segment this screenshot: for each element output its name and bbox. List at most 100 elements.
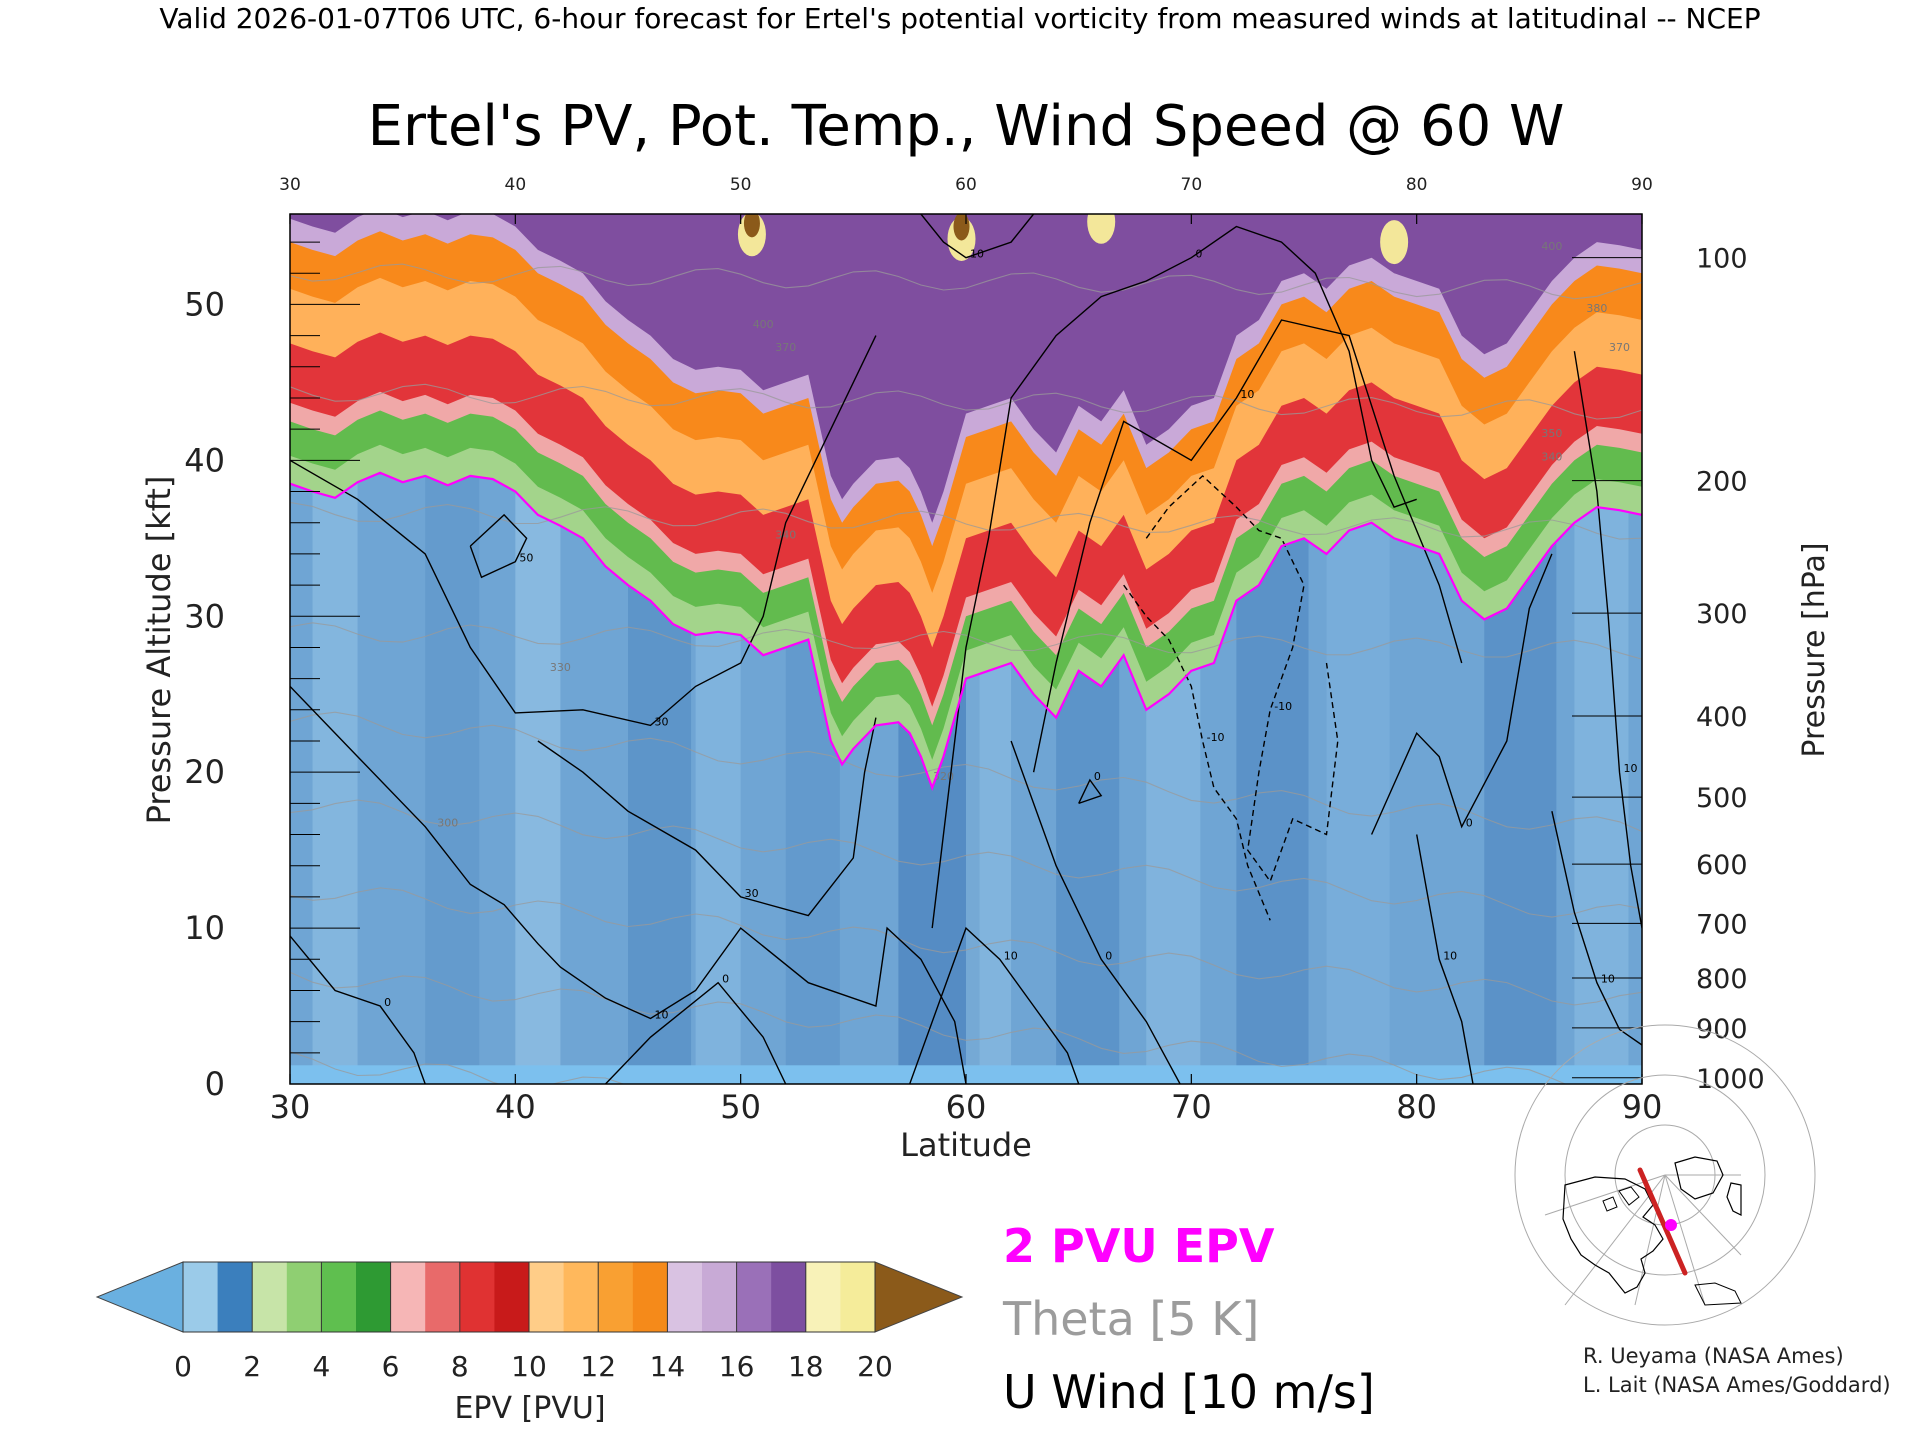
map-coastline-south — [1694, 1282, 1742, 1306]
wind-contour-label: 0 — [1195, 248, 1202, 261]
wind-contour — [469, 513, 528, 579]
colorbar-tick-label: 18 — [788, 1350, 824, 1383]
colorbar-tick-label: 20 — [857, 1350, 893, 1383]
colorbar-swatch — [252, 1262, 288, 1332]
pressure-tick-label: 400 — [1696, 702, 1748, 733]
theta-label: 300 — [437, 817, 458, 830]
theta-label: 400 — [753, 318, 774, 331]
x-tick-label: 30 — [270, 1088, 311, 1126]
colorbar-swatch — [425, 1262, 461, 1332]
legend-theta: Theta [5 K] — [1002, 1292, 1259, 1346]
wind-contour-label: 10 — [970, 248, 984, 261]
theta-label: 340 — [1541, 450, 1562, 463]
chart-title: Ertel's PV, Pot. Temp., Wind Speed @ 60 … — [368, 94, 1565, 159]
axes: 3030404050506060707080809090010203040501… — [184, 175, 1764, 1126]
wind-contour — [1370, 553, 1553, 835]
wind-contour — [290, 335, 877, 727]
map-meridian — [1664, 1174, 1742, 1256]
colorbar-tick-label: 14 — [650, 1350, 686, 1383]
wind-contour — [1416, 834, 1474, 1084]
colorbar-swatch — [459, 1262, 495, 1332]
colorbar-frame — [182, 1261, 876, 1333]
wind-contour — [1078, 778, 1103, 805]
colorbar-tick-label: 12 — [580, 1350, 616, 1383]
pressure-tick-label: 600 — [1696, 850, 1748, 881]
x-tick-label-top: 40 — [505, 175, 527, 195]
colorbar-swatch — [632, 1262, 668, 1332]
colorbar-swatch — [390, 1262, 426, 1332]
pv-field-band — [290, 214, 1642, 523]
wind-contour-label: 10 — [1443, 949, 1457, 962]
pressure-tick-label: 800 — [1696, 964, 1748, 995]
wind-contour-label: 0 — [1094, 770, 1101, 783]
wind-contour — [537, 717, 877, 917]
header-text: Valid 2026-01-07T06 UTC, 6-hour forecast… — [159, 2, 1760, 35]
pv-field-peak-blob — [743, 214, 760, 238]
wind-contour — [909, 926, 1080, 1084]
wind-contour — [290, 685, 967, 1084]
theta-isentrope — [290, 799, 1642, 918]
legend-pv: 2 PVU EPV — [1003, 1219, 1275, 1273]
y-tick-label: 20 — [184, 753, 225, 791]
pressure-tick-label: 300 — [1696, 599, 1748, 630]
x-axis-label: Latitude — [900, 1126, 1032, 1164]
colorbar-swatch — [805, 1262, 841, 1332]
colorbar-tick-label: 16 — [719, 1350, 755, 1383]
wind-contour — [604, 981, 787, 1084]
credit-line-2: L. Lait (NASA Ames/Goddard) — [1583, 1373, 1891, 1397]
map-graticule-mid — [1564, 1074, 1766, 1276]
colorbar-tick-label: 4 — [312, 1350, 330, 1383]
y-tick-label: 40 — [184, 441, 225, 479]
colorbar-tick-label: 0 — [174, 1350, 192, 1383]
y-tick-label: 30 — [184, 597, 225, 635]
theta-label: 340 — [775, 528, 796, 541]
pv-field-high-blob — [1087, 214, 1116, 244]
colorbar-tick-label: 8 — [451, 1350, 469, 1383]
wind-contour — [920, 214, 1035, 259]
y-tick-label: 0 — [205, 1065, 225, 1103]
theta-isentrope — [290, 887, 1642, 1006]
legend-wind: U Wind [10 m/s] — [1003, 1365, 1375, 1419]
theta-isentrope — [290, 711, 1642, 833]
wind-contour-label: -10 — [1207, 731, 1225, 744]
map-cross-section-track — [1637, 1167, 1688, 1276]
pv-field-high-blob — [1380, 220, 1409, 265]
theta-label: 330 — [550, 661, 571, 674]
wind-contour — [1032, 319, 1463, 773]
colorbar-swatch — [321, 1262, 357, 1332]
wind-contour-label: 10 — [655, 1009, 669, 1022]
wind-contour — [290, 935, 426, 1084]
credit-line-1: R. Ueyama (NASA Ames) — [1583, 1344, 1844, 1368]
map-coastline-islands — [1602, 1186, 1640, 1212]
map-coastline-greenland — [1674, 1156, 1724, 1200]
map-location-marker — [1665, 1219, 1677, 1231]
pressure-tick-label: 700 — [1696, 909, 1748, 940]
colorbar-tick-label: 6 — [382, 1350, 400, 1383]
wind-contour-label: 0 — [722, 973, 729, 986]
wind-contour — [1010, 740, 1181, 1084]
map-coastline-europe — [1726, 1182, 1742, 1216]
colorbar-swatch — [598, 1262, 634, 1332]
colorbar-swatch — [840, 1262, 876, 1332]
pressure-tick-label: 200 — [1696, 467, 1748, 498]
wind-contour-label: -10 — [1274, 700, 1292, 713]
x-tick-label-top: 80 — [1406, 175, 1428, 195]
theta-label: 370 — [775, 341, 796, 354]
theta-label: 350 — [1541, 427, 1562, 440]
colorbar: 0 2 4 6 8 10 12 14 16 18 20 — [95, 1261, 964, 1383]
theta-isentrope — [290, 622, 1642, 660]
pv-2pvu-contour — [290, 471, 1642, 792]
y-axis-label: Pressure Altitude [kft] — [140, 476, 178, 825]
wind-contour-label: 30 — [745, 887, 759, 900]
x-tick-label-top: 90 — [1631, 175, 1653, 195]
colorbar-swatch — [667, 1262, 703, 1332]
wind-contour-label: 0 — [384, 996, 391, 1009]
inset-map — [1514, 1024, 1816, 1326]
pressure-tick-label: 900 — [1696, 1014, 1748, 1045]
x-tick-label-top: 30 — [279, 175, 301, 195]
theta-label: 370 — [1609, 341, 1630, 354]
x-tick-label-top: 60 — [955, 175, 977, 195]
wind-contour-label: 10 — [1240, 388, 1254, 401]
colorbar-arrow-high — [874, 1261, 964, 1333]
